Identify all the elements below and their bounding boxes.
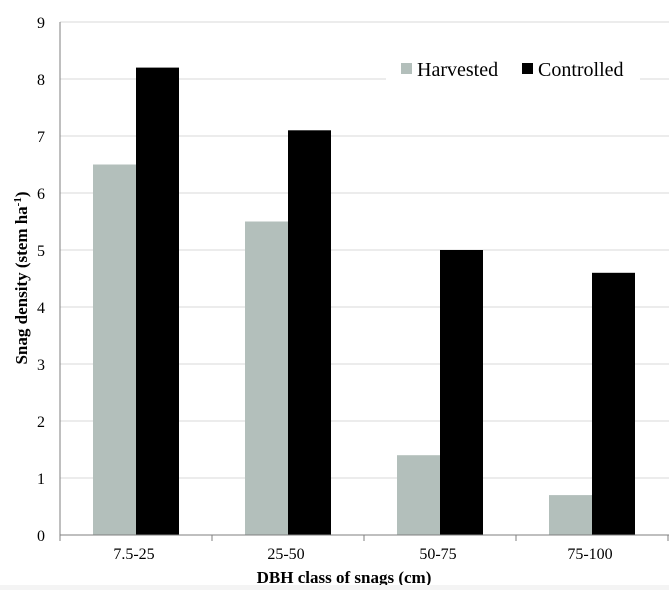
bar-controlled-7.5-25: [136, 67, 179, 535]
bars: [93, 67, 635, 536]
bar-controlled-25-50: [288, 130, 331, 536]
x-tick-label: 7.5-25: [113, 546, 154, 563]
y-tick-label: 6: [37, 186, 45, 203]
legend-swatch-harvested: [401, 63, 412, 74]
x-tick-labels: 7.5-25 25-50 50-75 75-100: [113, 546, 612, 563]
legend-label-harvested: Harvested: [417, 59, 498, 81]
y-tick-label: 3: [37, 357, 45, 374]
y-axis-title: Snag density (stem ha-1): [12, 191, 31, 364]
y-axis-title-superscript: -1: [12, 197, 24, 206]
bar-harvested-7.5-25: [93, 164, 136, 535]
y-axis-title-suffix: ): [12, 191, 31, 197]
y-axis-title-main: Snag density (stem ha: [12, 206, 31, 365]
y-tick-label: 7: [37, 129, 45, 146]
legend-background: [386, 54, 640, 86]
bar-controlled-50-75: [440, 250, 483, 535]
y-tick-label: 8: [37, 72, 45, 89]
x-tick-label: 25-50: [267, 546, 304, 563]
x-axis-title: DBH class of snags (cm): [257, 568, 432, 585]
y-tick-label: 5: [37, 243, 45, 260]
bar-harvested-25-50: [245, 221, 288, 535]
y-tick-label: 9: [37, 15, 45, 32]
legend: Harvested Controlled: [386, 54, 640, 86]
bar-controlled-75-100: [592, 272, 635, 535]
bar-harvested-50-75: [397, 455, 440, 535]
y-tick-label: 0: [37, 528, 45, 545]
y-tick-labels: 0 1 2 3 4 5 6 7 8 9: [37, 15, 45, 545]
y-tick-label: 1: [37, 471, 45, 488]
axes: [59, 22, 669, 541]
x-tick-label: 50-75: [419, 546, 456, 563]
y-tick-label: 2: [37, 414, 45, 431]
y-tick-label: 4: [37, 300, 45, 317]
bar-harvested-75-100: [549, 495, 592, 535]
x-tick-label: 75-100: [567, 546, 612, 563]
legend-label-controlled: Controlled: [538, 59, 624, 81]
legend-swatch-controlled: [522, 63, 533, 74]
